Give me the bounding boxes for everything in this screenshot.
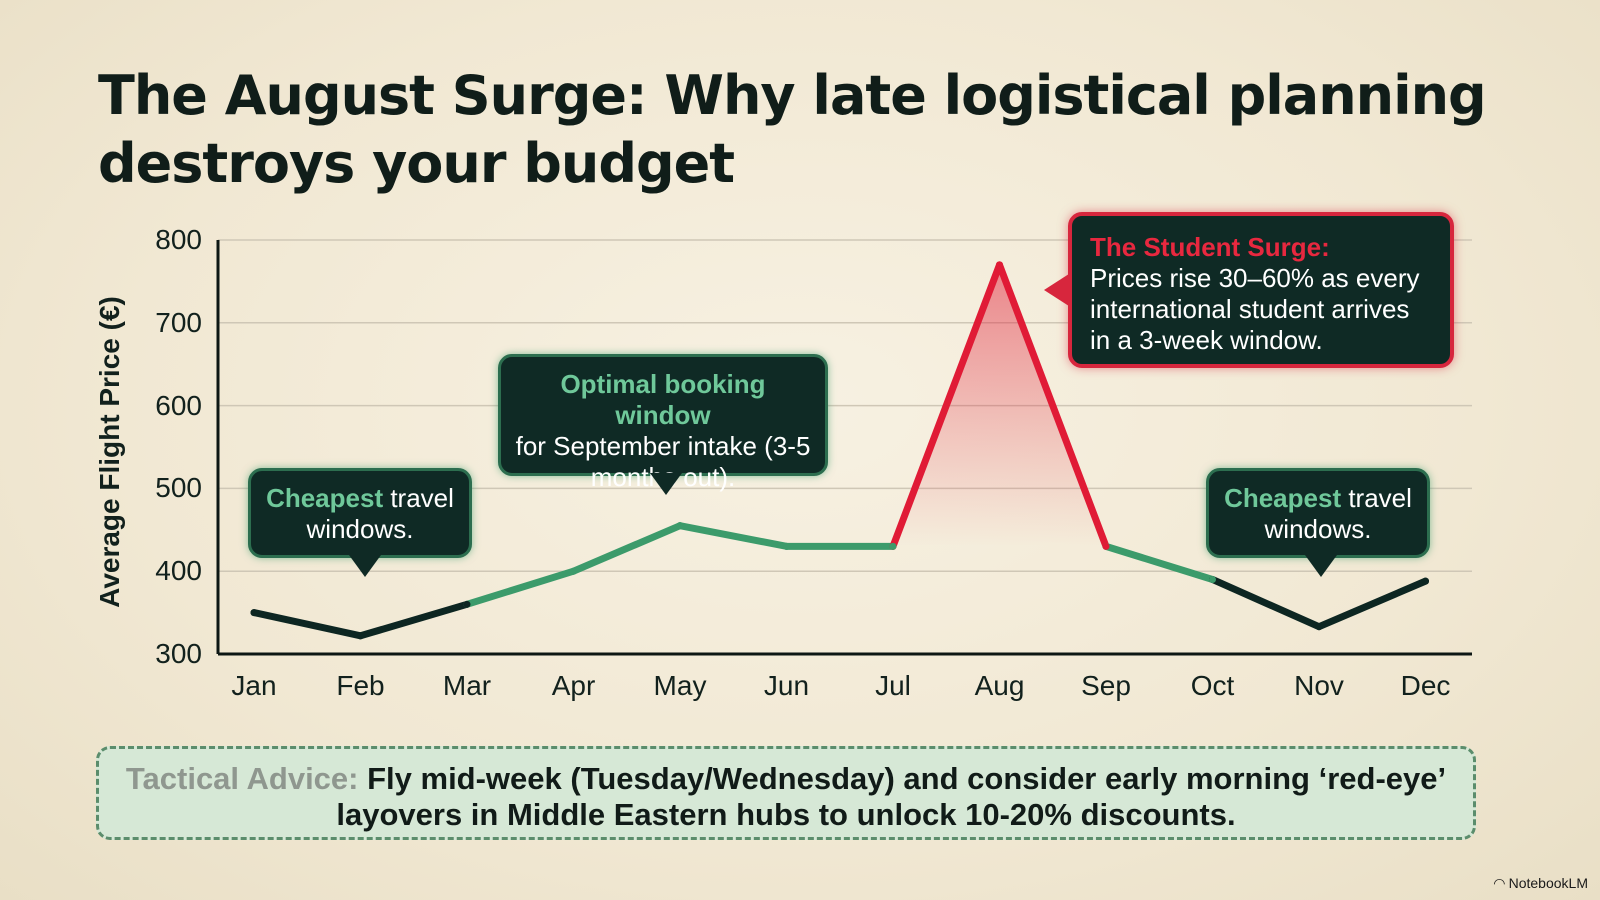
data-point-dec [1422, 577, 1429, 585]
y-axis-label: Average Flight Price (€) [94, 296, 125, 608]
line-segment-jul-aug [889, 261, 1003, 550]
x-tick-label-jul: Jul [875, 670, 911, 701]
line-segment-nov-dec [1315, 577, 1429, 631]
annotation-optimal-booking: Optimal booking window for September int… [498, 354, 828, 495]
annotation-highlight: The Student Surge: [1090, 232, 1330, 262]
x-tick-label-jun: Jun [763, 670, 810, 701]
notebooklm-watermark: ◠ NotebookLM [1494, 875, 1588, 892]
x-tick-label-dec: Dec [1400, 670, 1451, 701]
line-segment-may-jun [676, 522, 790, 550]
notebooklm-icon: ◠ [1493, 875, 1505, 891]
y-tick-label: 600 [155, 389, 202, 421]
annotation-text: Prices rise 30–60% as every internationa… [1090, 263, 1420, 355]
annotation-highlight: Cheapest [266, 483, 384, 513]
x-tick-label-nov: Nov [1294, 670, 1344, 701]
x-tick-label-oct: Oct [1190, 670, 1235, 701]
y-tick-label: 800 [155, 224, 202, 255]
data-point-mar [463, 600, 471, 608]
y-tick-label: 700 [155, 306, 202, 338]
line-segment-feb-mar [357, 600, 471, 640]
x-tick-label-mar: Mar [442, 670, 492, 701]
annotation-text: travel windows. [306, 483, 454, 544]
data-point-may [676, 522, 684, 530]
data-point-jan [250, 609, 258, 617]
data-point-oct [1209, 575, 1216, 583]
data-point-aug [996, 261, 1003, 269]
line-segment-mar-apr [463, 567, 577, 608]
line-segment-oct-nov [1209, 575, 1323, 631]
x-tick-label-may: May [653, 670, 707, 701]
data-point-feb [357, 632, 364, 640]
data-point-apr [570, 567, 577, 575]
annotation-student-surge: The Student Surge: Prices rise 30–60% as… [1044, 212, 1454, 368]
line-segment-aug-sep [996, 261, 1110, 550]
tactical-advice-box: Tactical Advice: Fly mid-week (Tuesday/W… [96, 746, 1476, 840]
brand-name: NotebookLM [1508, 875, 1588, 891]
data-point-nov [1315, 623, 1323, 631]
data-point-sep [1102, 542, 1110, 550]
x-tick-label-aug: Aug [974, 670, 1025, 701]
chart-title: The August Surge: Why late logistical pl… [98, 64, 1487, 195]
annotation-highlight: Cheapest [1224, 483, 1342, 513]
line-segment-jan-feb [250, 609, 364, 640]
annotation-text: travel windows. [1264, 483, 1412, 544]
y-tick-label: 500 [155, 472, 202, 504]
line-segment-sep-oct [1102, 542, 1216, 583]
data-point-jun [783, 542, 790, 550]
y-tick-label: 300 [155, 638, 202, 669]
x-tick-label-jan: Jan [231, 670, 277, 701]
data-point-jul [889, 542, 897, 550]
x-tick-label-apr: Apr [551, 670, 596, 701]
y-tick-label: 400 [155, 555, 202, 587]
advice-label: Tactical Advice: [125, 761, 359, 796]
x-tick-label-feb: Feb [336, 670, 385, 701]
line-segment-apr-may [570, 522, 684, 575]
advice-text: Fly mid-week (Tuesday/Wednesday) and con… [336, 761, 1447, 832]
annotation-highlight: Optimal booking window [560, 369, 766, 430]
annotation-cheapest-feb: Cheapest travel windows. [248, 468, 472, 577]
surge-area [893, 264, 1106, 547]
x-tick-label-sep: Sep [1081, 670, 1131, 701]
annotation-cheapest-nov: Cheapest travel windows. [1206, 468, 1430, 577]
